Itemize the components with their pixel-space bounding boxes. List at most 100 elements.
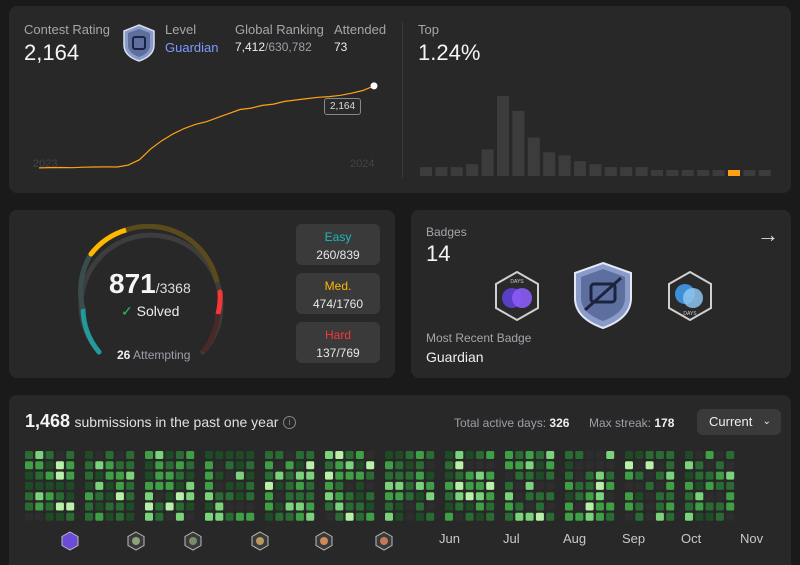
heatmap-cell[interactable] [155,492,164,501]
heatmap-cell[interactable] [535,481,544,490]
heatmap-cell[interactable] [515,471,524,480]
heatmap-cell[interactable] [515,512,524,521]
heatmap-cell[interactable] [415,451,424,459]
heatmap-cell[interactable] [606,492,615,501]
heatmap-cell[interactable] [345,502,354,511]
heatmap-cell[interactable] [55,451,64,459]
heatmap-cell[interactable] [585,451,594,459]
heatmap-cell[interactable] [475,502,484,511]
heatmap-cell[interactable] [115,461,124,470]
heatmap-cell[interactable] [635,502,644,511]
heatmap-cell[interactable] [275,481,284,490]
heatmap-cell[interactable] [126,481,135,490]
heatmap-cell[interactable] [306,451,315,459]
heatmap-cell[interactable] [426,502,435,511]
heatmap-cell[interactable] [165,492,174,501]
heatmap-cell[interactable] [225,502,234,511]
heatmap-cell[interactable] [395,451,404,459]
guardian-badge-icon[interactable] [571,260,635,332]
heatmap-cell[interactable] [525,471,534,480]
heatmap-cell[interactable] [385,471,393,480]
heatmap-cell[interactable] [95,461,104,470]
heatmap-cell[interactable] [726,471,735,480]
heatmap-cell[interactable] [175,461,184,470]
heatmap-cell[interactable] [606,471,615,480]
heatmap-cell[interactable] [525,451,534,459]
heatmap-cell[interactable] [275,492,284,501]
heatmap-cell[interactable] [445,451,453,459]
heatmap-cell[interactable] [426,471,435,480]
heatmap-cell[interactable] [345,492,354,501]
heatmap-cell[interactable] [235,502,244,511]
heatmap-cell[interactable] [475,492,484,501]
heatmap-cell[interactable] [285,492,294,501]
heatmap-cell[interactable] [565,481,573,490]
heatmap-cell[interactable] [126,512,135,521]
submission-heatmap[interactable] [25,449,785,529]
heatmap-cell[interactable] [486,461,495,470]
heatmap-cell[interactable] [95,481,104,490]
heatmap-cell[interactable] [685,461,693,470]
heatmap-cell[interactable] [635,461,644,470]
heatmap-cell[interactable] [175,481,184,490]
heatmap-cell[interactable] [695,461,704,470]
heatmap-cell[interactable] [465,492,474,501]
heatmap-cell[interactable] [475,481,484,490]
heatmap-cell[interactable] [595,502,604,511]
heatmap-cell[interactable] [385,512,393,521]
days-badge-blue-icon[interactable]: DAYS [665,270,715,322]
heatmap-cell[interactable] [25,471,33,480]
heatmap-cell[interactable] [585,502,594,511]
heatmap-cell[interactable] [695,492,704,501]
heatmap-cell[interactable] [85,502,93,511]
heatmap-cell[interactable] [265,512,273,521]
heatmap-cell[interactable] [355,451,364,459]
heatmap-cell[interactable] [625,451,633,459]
heatmap-cell[interactable] [45,492,54,501]
heatmap-cell[interactable] [355,471,364,480]
days-badge-icon[interactable]: DAYS [492,270,542,322]
heatmap-cell[interactable] [66,481,75,490]
heatmap-cell[interactable] [565,492,573,501]
heatmap-cell[interactable] [155,502,164,511]
heatmap-cell[interactable] [575,492,584,501]
heatmap-cell[interactable] [115,451,124,459]
heatmap-cell[interactable] [115,481,124,490]
heatmap-cell[interactable] [55,492,64,501]
heatmap-cell[interactable] [445,481,453,490]
heatmap-cell[interactable] [225,512,234,521]
heatmap-cell[interactable] [715,502,724,511]
heatmap-cell[interactable] [366,451,375,459]
heatmap-cell[interactable] [275,461,284,470]
heatmap-cell[interactable] [546,461,555,470]
heatmap-cell[interactable] [105,512,114,521]
heatmap-cell[interactable] [95,502,104,511]
heatmap-cell[interactable] [666,461,675,470]
heatmap-cell[interactable] [306,512,315,521]
heatmap-cell[interactable] [85,481,93,490]
heatmap-cell[interactable] [385,492,393,501]
heatmap-cell[interactable] [95,451,104,459]
heatmap-cell[interactable] [385,481,393,490]
heatmap-cell[interactable] [355,461,364,470]
heatmap-cell[interactable] [366,492,375,501]
heatmap-cell[interactable] [625,512,633,521]
heatmap-cell[interactable] [395,512,404,521]
heatmap-cell[interactable] [415,512,424,521]
heatmap-cell[interactable] [335,502,344,511]
heatmap-cell[interactable] [25,502,33,511]
heatmap-cell[interactable] [215,471,224,480]
heatmap-cell[interactable] [625,502,633,511]
heatmap-cell[interactable] [275,451,284,459]
heatmap-cell[interactable] [705,502,714,511]
heatmap-cell[interactable] [585,461,594,470]
monthly-badge-icon[interactable] [127,531,145,551]
heatmap-cell[interactable] [335,492,344,501]
heatmap-cell[interactable] [205,481,213,490]
heatmap-cell[interactable] [45,481,54,490]
heatmap-cell[interactable] [606,512,615,521]
heatmap-cell[interactable] [645,502,654,511]
heatmap-cell[interactable] [325,481,333,490]
heatmap-cell[interactable] [325,512,333,521]
heatmap-cell[interactable] [355,502,364,511]
